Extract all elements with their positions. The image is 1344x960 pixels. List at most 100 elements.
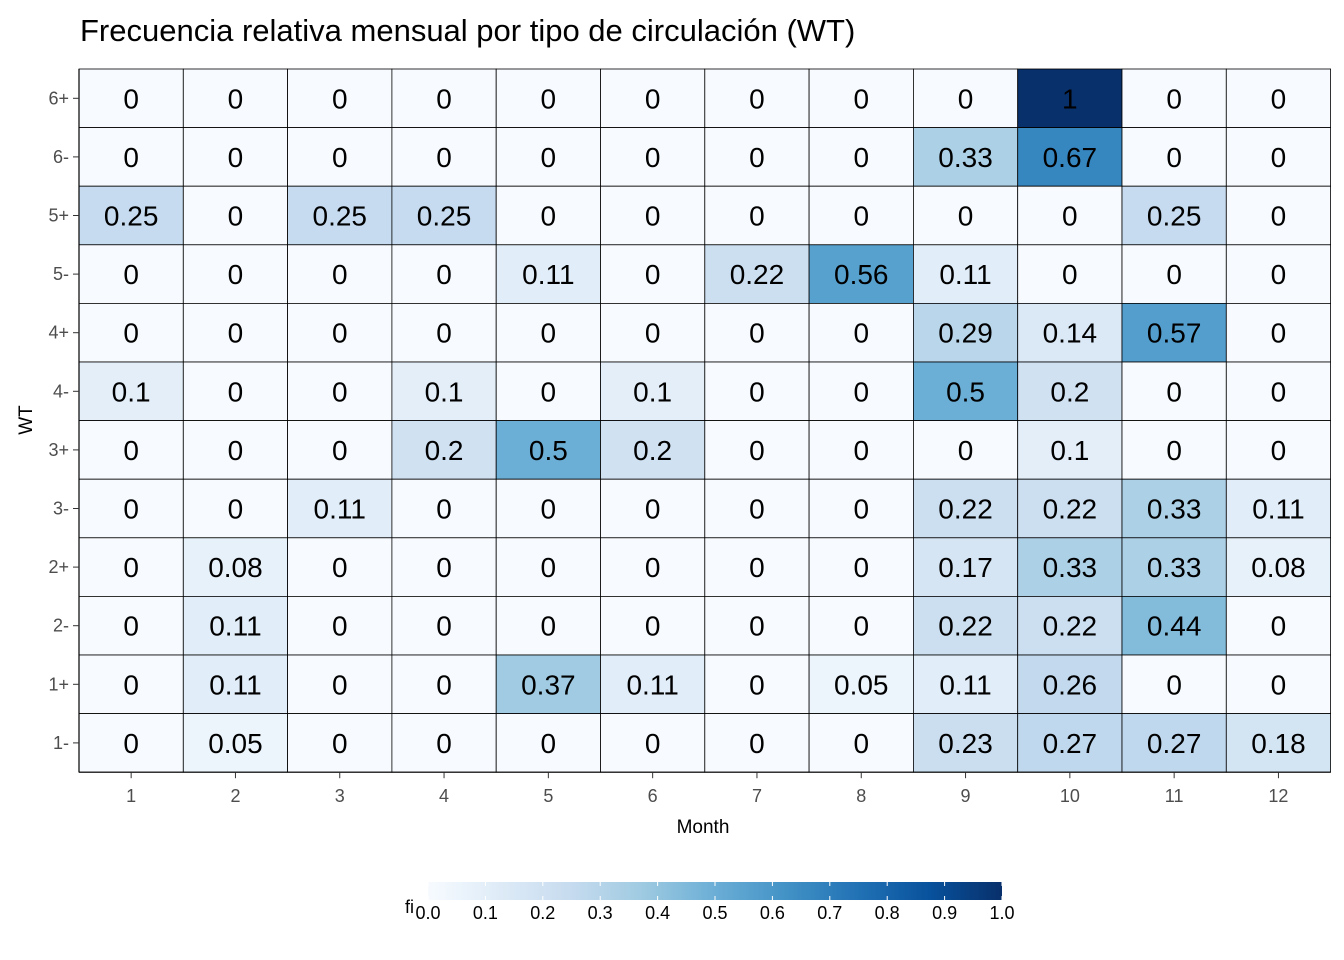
cell-value-label: 0 — [228, 201, 244, 232]
heatmap-cell — [182, 596, 289, 656]
colorbar-tick-label: 0.2 — [530, 903, 555, 923]
cell-value-label: 0 — [645, 611, 661, 642]
heatmap-cell — [78, 361, 184, 421]
colorbar-tick-label: 0.5 — [702, 903, 727, 923]
cell-value-label: 0 — [853, 142, 869, 173]
cell-value-label: 0 — [123, 611, 139, 642]
colorbar-tick-label: 0.8 — [875, 903, 900, 923]
cell-value-label: 0 — [436, 728, 452, 759]
cell-value-label: 0 — [853, 494, 869, 525]
cell-value-label: 0 — [749, 552, 765, 583]
y-tick-label: 6+ — [48, 88, 69, 108]
cell-value-label: 0 — [749, 611, 765, 642]
cell-value-label: 0 — [1271, 669, 1287, 700]
cell-value-label: 0 — [1271, 201, 1287, 232]
heatmap-cell — [1121, 478, 1227, 539]
heatmap-cell — [1121, 302, 1227, 363]
cell-value-label: 0 — [123, 83, 139, 114]
cell-value-label: 0 — [1271, 611, 1287, 642]
heatmap-cell — [808, 68, 914, 128]
cell-value-label: 0.11 — [626, 669, 678, 700]
cell-value-label: 0 — [123, 494, 139, 525]
cell-value-label: 0 — [853, 552, 869, 583]
heatmap-cell — [391, 68, 497, 128]
cell-value-label: 0 — [1166, 259, 1182, 290]
legend-title: fi — [405, 897, 414, 917]
cell-value-label: 0 — [332, 259, 348, 290]
heatmap-cell — [704, 478, 810, 539]
x-tick-label: 8 — [856, 786, 866, 806]
colorbar-tick-label: 0.4 — [645, 903, 670, 923]
cell-value-label: 0 — [1271, 435, 1287, 466]
cell-value-label: 0.14 — [1043, 318, 1098, 349]
cell-value-label: 0 — [332, 318, 348, 349]
cell-value-label: 0.08 — [1251, 552, 1306, 583]
heatmap-cell — [391, 185, 497, 246]
heatmap-cell — [1121, 420, 1227, 480]
cell-value-label: 0 — [1166, 376, 1182, 407]
heatmap-cell — [1017, 478, 1123, 539]
x-tick-label: 7 — [752, 786, 762, 806]
x-tick-label: 12 — [1268, 786, 1288, 806]
heatmap-cell — [600, 302, 706, 363]
heatmap-cell — [808, 654, 914, 714]
x-tick-label: 3 — [335, 786, 345, 806]
x-tick-label: 5 — [543, 786, 553, 806]
heatmap-cell — [704, 596, 810, 656]
cell-value-label: 0.22 — [1043, 494, 1098, 525]
cell-value-label: 0.17 — [938, 552, 993, 583]
heatmap-cell — [287, 244, 393, 304]
heatmap-cell — [704, 537, 810, 597]
heatmap-cell — [1017, 244, 1123, 304]
heatmap-cell — [1225, 127, 1332, 187]
cell-value-label: 0.56 — [834, 259, 889, 290]
cell-value-label: 0 — [749, 669, 765, 700]
heatmap-cell — [1225, 654, 1332, 714]
heatmap-cell — [1225, 185, 1332, 246]
cell-value-label: 0 — [123, 318, 139, 349]
heatmap-cell — [808, 361, 914, 421]
heatmap-cell — [495, 127, 601, 187]
cell-value-label: 0 — [436, 494, 452, 525]
cell-value-label: 0.22 — [730, 259, 785, 290]
cell-value-label: 0 — [332, 435, 348, 466]
cell-value-label: 0 — [123, 669, 139, 700]
cell-value-label: 0.25 — [1147, 201, 1202, 232]
cell-value-label: 0 — [332, 611, 348, 642]
heatmap-cell — [78, 302, 184, 363]
heatmap-cell — [495, 478, 601, 539]
heatmap-cell — [391, 537, 497, 597]
heatmap-cell — [704, 713, 810, 773]
cell-value-label: 0.57 — [1147, 318, 1202, 349]
cell-value-label: 0.37 — [521, 669, 576, 700]
heatmap-cell — [78, 68, 184, 128]
cell-value-label: 0.11 — [209, 669, 261, 700]
heatmap-cell — [808, 302, 914, 363]
heatmap-cell — [1225, 420, 1332, 480]
cell-value-label: 0 — [228, 318, 244, 349]
cell-value-label: 0 — [1271, 142, 1287, 173]
cell-value-label: 0 — [645, 728, 661, 759]
cell-value-label: 0 — [749, 83, 765, 114]
chart-title: Frecuencia relativa mensual por tipo de … — [80, 13, 855, 48]
cell-value-label: 0.1 — [1050, 435, 1089, 466]
cell-value-label: 0 — [853, 201, 869, 232]
heatmap-cell — [1017, 68, 1123, 128]
y-tick-label: 5+ — [48, 206, 69, 226]
cell-value-label: 0.25 — [313, 201, 368, 232]
cell-value-label: 0 — [541, 142, 557, 173]
cell-value-label: 0 — [645, 201, 661, 232]
heatmap-cell — [182, 478, 289, 539]
heatmap-cell — [600, 361, 706, 421]
heatmap-cell — [913, 537, 1019, 597]
cell-value-label: 0 — [853, 83, 869, 114]
heatmap-cell — [704, 127, 810, 187]
heatmap-cell — [913, 361, 1019, 421]
cell-value-label: 0 — [749, 142, 765, 173]
cell-value-label: 0 — [228, 376, 244, 407]
cell-value-label: 0 — [332, 669, 348, 700]
cell-value-label: 0 — [541, 83, 557, 114]
heatmap-cell — [182, 244, 289, 304]
heatmap-cell — [182, 713, 289, 773]
heatmap-cell — [600, 244, 706, 304]
